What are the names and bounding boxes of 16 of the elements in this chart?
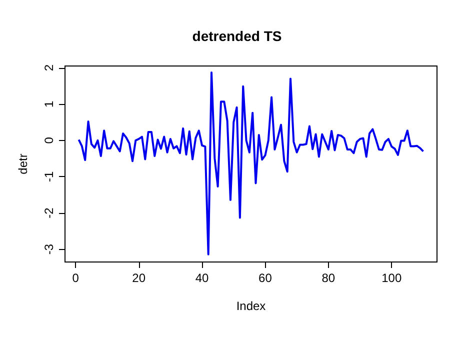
y-tick-label: 1	[42, 100, 56, 108]
line-series	[78, 72, 424, 256]
x-tick-label: 20	[132, 271, 146, 285]
y-tick-label: 0	[42, 136, 56, 144]
y-axis-title: detr	[16, 154, 30, 174]
x-tick-label: 100	[382, 271, 402, 285]
x-axis-title: Index	[236, 299, 266, 313]
y-tick-label: -2	[42, 207, 56, 218]
x-tick-label: 60	[258, 271, 272, 285]
x-tick-label: 80	[322, 271, 336, 285]
chart-title: detrended TS	[192, 28, 282, 44]
y-tick-label: -3	[42, 244, 56, 255]
x-tick-label: 0	[72, 271, 80, 285]
y-tick-label: 2	[42, 64, 56, 72]
x-tick-label: 40	[195, 271, 210, 285]
y-tick-label: -1	[42, 171, 56, 182]
